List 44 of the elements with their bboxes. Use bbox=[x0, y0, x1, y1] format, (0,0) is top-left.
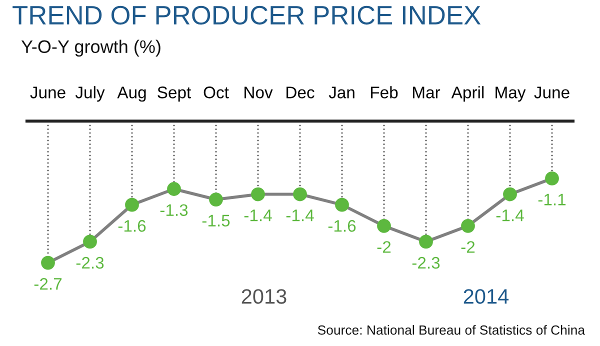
data-label: -2.7 bbox=[34, 278, 62, 290]
point bbox=[335, 198, 349, 212]
data-label: -2.3 bbox=[412, 256, 440, 269]
point bbox=[83, 234, 97, 249]
point bbox=[293, 187, 307, 202]
data-label: -1.3 bbox=[160, 204, 188, 216]
data-label: -1.6 bbox=[328, 220, 356, 232]
chart-title: TREND OF PRODUCER PRICE INDEX bbox=[12, 6, 481, 25]
source-note: Source: National Bureau of Statistics of China bbox=[318, 325, 586, 335]
data-label: -2 bbox=[377, 241, 391, 253]
data-label: -2.3 bbox=[76, 256, 104, 269]
data-label: -1.6 bbox=[118, 220, 146, 232]
point bbox=[461, 218, 475, 233]
text: 2014 bbox=[464, 289, 509, 304]
x-tick-label: Jan bbox=[328, 86, 354, 98]
point bbox=[545, 172, 559, 186]
x-tick-label: Nov bbox=[244, 86, 273, 98]
data-label: -1.4 bbox=[244, 210, 272, 222]
point bbox=[251, 187, 265, 202]
text: 2013 bbox=[242, 289, 286, 304]
x-tick-label: Mar bbox=[413, 86, 440, 98]
point bbox=[167, 182, 181, 196]
chart-subtitle: Y-O-Y growth (%) bbox=[21, 40, 160, 57]
x-tick-label: Sept bbox=[158, 86, 192, 102]
data-label: -1.4 bbox=[286, 210, 314, 222]
x-tick-label: Feb bbox=[371, 86, 398, 98]
point bbox=[41, 256, 55, 270]
data-label: -1.1 bbox=[538, 194, 566, 206]
x-tick-label: Aug bbox=[117, 86, 146, 102]
point bbox=[377, 218, 391, 233]
x-tick-label: May bbox=[496, 86, 526, 102]
x-tick-label: April bbox=[451, 86, 484, 102]
data-label: -1.5 bbox=[202, 214, 230, 227]
x-tick-label: June bbox=[534, 86, 570, 98]
x-tick-label: Dec bbox=[286, 86, 314, 98]
point bbox=[125, 198, 139, 212]
x-tick-label: Oct bbox=[204, 86, 229, 98]
x-tick-label: June bbox=[30, 86, 66, 98]
point bbox=[419, 234, 433, 249]
point bbox=[503, 187, 517, 202]
x-tick-label: July bbox=[75, 86, 105, 102]
data-label: -2 bbox=[461, 241, 475, 253]
point bbox=[209, 192, 223, 206]
data-label: -1.4 bbox=[496, 210, 524, 222]
